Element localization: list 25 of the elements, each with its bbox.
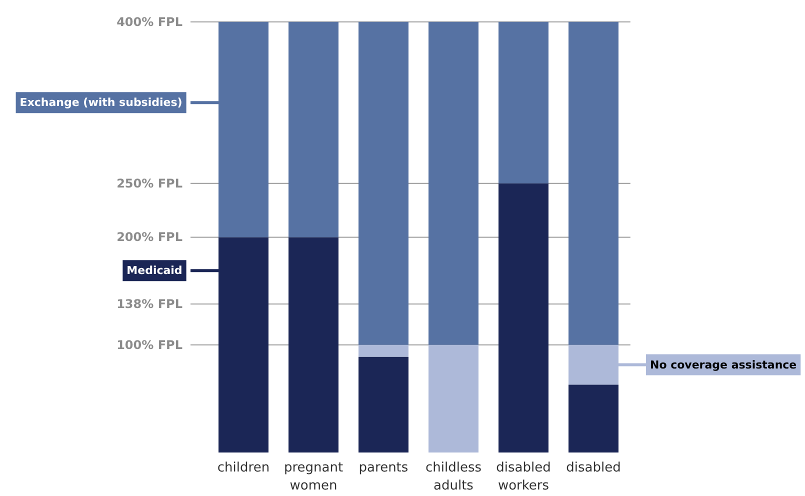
x-tick-label: pregnant women: [284, 460, 344, 494]
bar: [358, 22, 408, 345]
text: No coverage assistance: [650, 358, 797, 372]
y-tick-label: 400% FPL: [116, 14, 183, 29]
bar: [568, 384, 618, 452]
bar: [498, 22, 548, 184]
bar: [288, 22, 338, 238]
bar: [358, 356, 408, 452]
bar: [428, 344, 478, 452]
bar: [428, 22, 478, 345]
x-tick-label: parents: [358, 460, 408, 476]
legend-label: Exchange (with subsidies): [20, 96, 182, 110]
y-tick-label: 200% FPL: [116, 230, 183, 244]
y-tick-label: 250% FPL: [116, 176, 183, 190]
y-tick-label: 138% FPL: [116, 296, 183, 311]
legend-label: Medicaid: [126, 264, 182, 278]
y-tick-label: 100% FPL: [116, 338, 183, 352]
x-tick-label: children: [217, 460, 270, 476]
x-tick-label: childless adults: [425, 460, 482, 494]
x-tick-label: disabled workers: [496, 460, 551, 494]
bar: [288, 237, 338, 452]
x-tick-label: disabled: [566, 460, 621, 476]
bar: [498, 183, 548, 452]
bar: [358, 344, 408, 357]
bar: [568, 22, 618, 345]
